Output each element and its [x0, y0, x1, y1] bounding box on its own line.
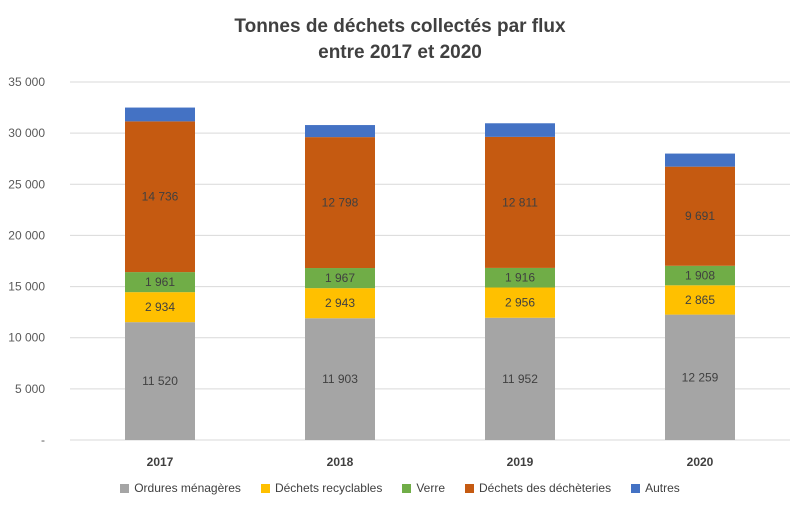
bar-2020-series-0	[665, 314, 735, 440]
bar-2019-series-1	[485, 287, 555, 318]
x-tick-label-2020: 2020	[687, 455, 714, 469]
data-label-2017-series-2: 1 961	[145, 275, 175, 289]
data-label-2019-series-3: 12 811	[502, 195, 538, 209]
legend-label-decheteries: Déchets des déchèteries	[479, 481, 612, 495]
legend-label-autres: Autres	[645, 481, 680, 495]
bar-2018-series-2	[305, 268, 375, 289]
bar-2020-series-3	[665, 166, 735, 266]
legend-item-recyclables: Déchets recyclables	[260, 481, 383, 495]
bar-2020-series-4	[665, 153, 735, 167]
bar-2017-series-4	[125, 107, 195, 122]
legend-swatch-decheteries	[465, 483, 475, 493]
bar-2019-series-2	[485, 267, 555, 288]
data-label-2019-series-1: 2 956	[505, 296, 535, 310]
legend-item-verre: Verre	[402, 481, 445, 495]
y-tick-label-7: 35 000	[8, 75, 45, 89]
legend-label-ordures: Ordures ménagères	[134, 481, 241, 495]
bar-2018-series-3	[305, 137, 375, 269]
data-label-2020-series-1: 2 865	[685, 293, 715, 307]
bar-2018-series-4	[305, 125, 375, 138]
bar-2020-series-2	[665, 265, 735, 286]
legend-swatch-recyclables	[260, 483, 270, 493]
legend-item-autres: Autres	[631, 481, 680, 495]
x-tick-label-2018: 2018	[327, 455, 354, 469]
y-tick-label-6: 30 000	[8, 126, 45, 140]
data-label-2018-series-2: 1 967	[325, 271, 355, 285]
chart-title: Tonnes de déchets collectés par flux ent…	[0, 14, 800, 66]
bar-2019-series-0	[485, 317, 555, 440]
bar-2019-series-3	[485, 136, 555, 268]
data-label-2017-series-0: 11 520	[142, 374, 178, 388]
bar-2017-series-1	[125, 292, 195, 323]
legend-label-recyclables: Déchets recyclables	[274, 481, 383, 495]
data-label-2017-series-1: 2 934	[145, 300, 175, 314]
bar-2017-series-3	[125, 121, 195, 273]
bar-2017-series-0	[125, 322, 195, 440]
legend-item-ordures: Ordures ménagères	[120, 481, 241, 495]
legend-swatch-ordures	[120, 483, 130, 493]
x-tick-label-2019: 2019	[507, 455, 534, 469]
y-tick-label-1: 5 000	[15, 382, 45, 396]
y-tick-label-2: 10 000	[8, 331, 45, 345]
legend-item-decheteries: Déchets des déchèteries	[465, 481, 611, 495]
x-tick-label-2017: 2017	[147, 455, 174, 469]
data-label-2019-series-0: 11 952	[502, 372, 538, 386]
data-label-2017-series-3: 14 736	[142, 190, 179, 204]
data-label-2019-series-2: 1 916	[505, 271, 535, 285]
y-tick-label-0: -	[41, 433, 45, 447]
data-label-2020-series-0: 12 259	[682, 370, 719, 384]
chart-title-line-2: entre 2017 et 2020	[318, 42, 482, 63]
data-label-2018-series-1: 2 943	[325, 296, 355, 310]
legend-swatch-autres	[631, 483, 641, 493]
bar-2020-series-1	[665, 285, 735, 315]
bar-2018-series-0	[305, 318, 375, 440]
bar-2017-series-2	[125, 272, 195, 293]
y-tick-label-5: 25 000	[8, 177, 45, 191]
data-label-2018-series-0: 11 903	[322, 372, 358, 386]
legend-swatch-verre	[402, 483, 412, 493]
data-label-2020-series-2: 1 908	[685, 269, 715, 283]
bar-2019-series-4	[485, 123, 555, 137]
legend: Ordures ménagères Déchets recyclables Ve…	[0, 478, 800, 498]
bar-2018-series-1	[305, 288, 375, 319]
y-tick-label-4: 20 000	[8, 228, 45, 242]
legend-label-verre: Verre	[416, 481, 446, 495]
data-label-2020-series-3: 9 691	[685, 209, 715, 223]
y-tick-label-3: 15 000	[8, 280, 45, 294]
data-label-2018-series-3: 12 798	[322, 196, 359, 210]
chart-title-line-1: Tonnes de déchets collectés par flux	[234, 16, 566, 37]
